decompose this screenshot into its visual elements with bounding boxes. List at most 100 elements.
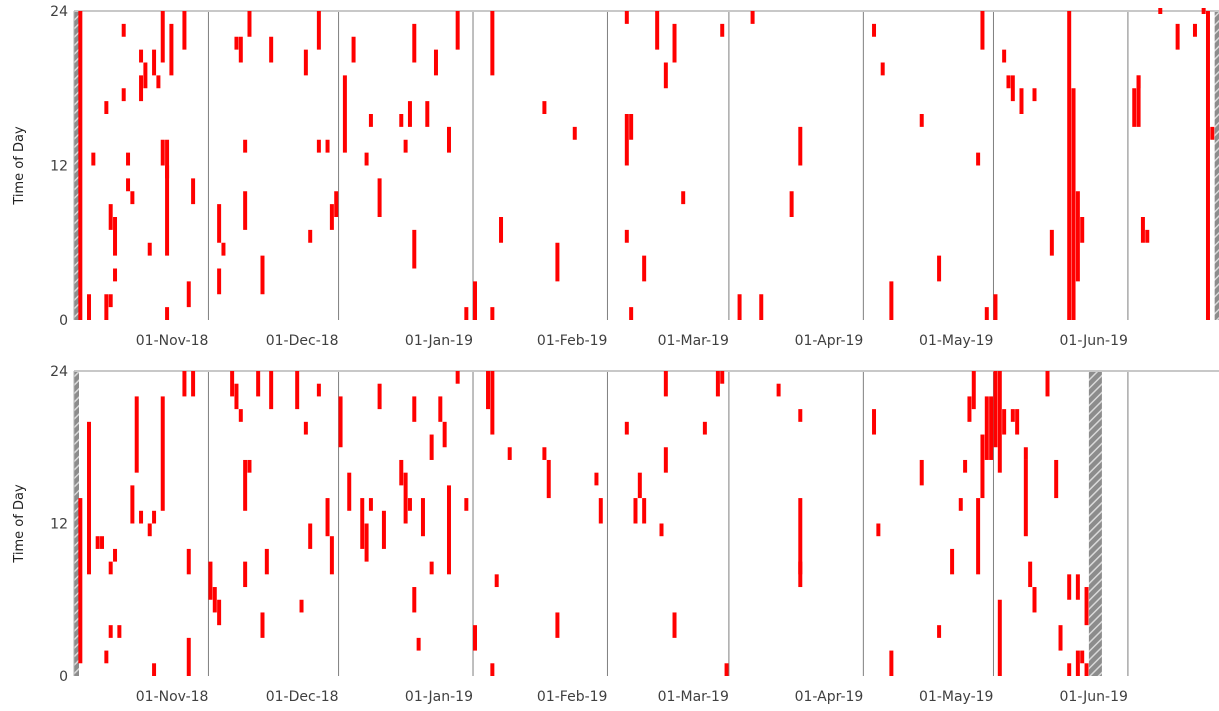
x-tick-label: 01-Jun-19 <box>1060 333 1128 349</box>
event-bar <box>702 421 707 435</box>
event-bar <box>663 447 668 473</box>
event-bar <box>919 114 924 127</box>
y-tick-label: 0 <box>59 669 68 685</box>
event-bar <box>329 536 334 575</box>
event-bar <box>108 204 113 230</box>
event-bar <box>243 139 248 153</box>
event-bar <box>1205 11 1210 320</box>
event-bar <box>429 561 434 575</box>
event-bar <box>1010 409 1015 422</box>
event-bar <box>186 548 191 575</box>
event-bar <box>486 371 491 410</box>
event-bar <box>160 396 165 511</box>
event-bar <box>490 371 495 435</box>
event-bar <box>182 371 187 397</box>
event-bar <box>1028 561 1033 588</box>
event-bar <box>1032 88 1037 102</box>
no-data-region <box>74 11 79 320</box>
event-bar <box>594 472 599 486</box>
event-bar <box>967 396 972 422</box>
event-bar <box>889 281 894 320</box>
event-bar <box>629 114 634 140</box>
no-data-region <box>74 371 79 676</box>
event-bar <box>455 11 460 50</box>
event-bar <box>95 536 100 549</box>
event-bar <box>993 371 998 448</box>
event-bar <box>798 126 803 166</box>
event-bar <box>1002 409 1007 435</box>
event-bar <box>494 574 499 588</box>
event-bar <box>104 294 109 320</box>
x-tick-label: 01-Mar-19 <box>658 689 729 705</box>
event-bar <box>798 409 803 422</box>
event-bar <box>950 548 955 575</box>
event-bar <box>152 663 157 676</box>
event-bar <box>420 498 425 537</box>
x-tick-label: 01-Nov-18 <box>136 689 209 705</box>
x-tick-label: 01-Dec-18 <box>266 333 339 349</box>
event-bar <box>919 459 924 486</box>
x-tick-label: 01-Jun-19 <box>1060 689 1128 705</box>
event-bar <box>624 421 629 435</box>
x-tick-label: 01-Apr-19 <box>795 333 864 349</box>
event-bar <box>624 114 629 166</box>
event-bar <box>78 498 83 664</box>
event-bar <box>308 229 313 243</box>
event-bar <box>1084 587 1089 626</box>
x-tick-label: 01-Mar-19 <box>658 333 729 349</box>
chart-panel-bottom: 0 12 24 01-Nov-18 01-Dec-18 01-Jan-19 01-Feb-1… <box>12 364 1219 705</box>
event-bar <box>329 204 334 230</box>
event-bar <box>152 62 157 76</box>
event-bar <box>191 178 196 205</box>
event-bar <box>997 599 1002 676</box>
event-bar <box>1075 191 1080 282</box>
event-bar <box>937 625 942 638</box>
event-bar <box>152 510 157 524</box>
no-data-region <box>1214 11 1219 320</box>
event-bar <box>303 421 308 435</box>
event-bar <box>403 472 408 524</box>
event-bar <box>377 178 382 217</box>
event-bar <box>473 625 478 651</box>
event-bar <box>108 294 113 308</box>
event-bar <box>1032 587 1037 613</box>
event-bar <box>598 498 603 524</box>
event-bar <box>798 561 803 588</box>
event-bar <box>160 11 165 63</box>
event-bar <box>299 599 304 613</box>
event-bar <box>78 11 83 320</box>
event-bar <box>91 152 96 166</box>
event-bar <box>464 307 469 320</box>
event-bar <box>624 229 629 243</box>
event-bar <box>737 294 742 320</box>
x-tick-label: 01-Feb-19 <box>537 333 608 349</box>
event-bar <box>1067 663 1072 676</box>
event-bar <box>629 307 634 320</box>
event-bar <box>247 459 252 473</box>
event-bar <box>130 485 135 524</box>
event-bar <box>316 11 321 50</box>
event-bar <box>798 498 803 575</box>
x-tick-label: 01-Jan-19 <box>405 689 473 705</box>
event-bar <box>377 383 382 410</box>
event-bar <box>455 371 460 384</box>
event-bar <box>546 459 551 499</box>
event-bar <box>134 396 139 473</box>
event-bar <box>186 637 191 676</box>
event-bar <box>490 11 495 76</box>
y-axis-title: Time of Day <box>12 484 27 564</box>
event-bar <box>104 650 109 664</box>
event-bar <box>156 75 161 89</box>
event-bar <box>217 268 222 295</box>
event-bar <box>1010 75 1015 102</box>
event-bar <box>976 152 981 166</box>
event-bar <box>872 409 877 435</box>
event-bar <box>499 217 504 243</box>
event-bar <box>412 229 417 269</box>
x-tick-label: 01-Apr-19 <box>795 689 864 705</box>
event-bar <box>113 217 118 256</box>
event-bar <box>976 498 981 575</box>
no-data-region <box>1088 371 1102 676</box>
event-bar <box>113 268 118 282</box>
x-tick-label: 01-Dec-18 <box>266 689 339 705</box>
